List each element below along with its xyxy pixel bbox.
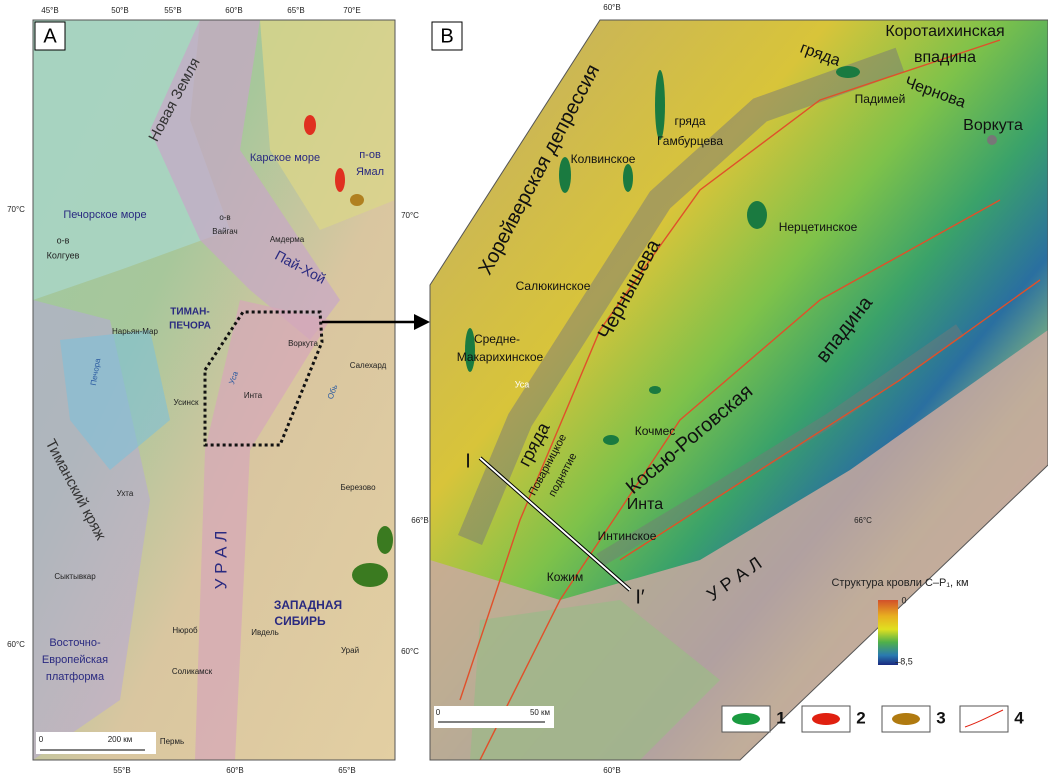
color-bar [878, 600, 898, 665]
place-label: Ивдель [251, 628, 279, 637]
place-label: Коротаихинская [885, 23, 1004, 40]
legend-title: Структура кровли C–P₁, км [831, 577, 968, 589]
legend-symbols [721, 705, 1009, 733]
place-label: Ямал [356, 166, 384, 178]
place-label: I′ [635, 586, 645, 608]
place-label: Колвинское [571, 152, 636, 166]
place-label: Амдерма [270, 235, 305, 244]
tick-label: 70°С [7, 205, 25, 214]
place-label: У Р А Л [211, 531, 230, 590]
tick-label: 50°В [111, 6, 128, 15]
place-label: Средне- [474, 332, 520, 346]
place-label: Интинское [598, 529, 657, 543]
place-label: Нерцетинское [779, 220, 858, 234]
place-label: Кочмес [635, 424, 676, 438]
tick-label: 66°В [411, 516, 428, 525]
legend-item: 4 [1014, 708, 1024, 727]
tick-label: 60°С [7, 640, 25, 649]
scale-label: 0 [436, 708, 441, 717]
tick-label: 55°В [164, 6, 181, 15]
panel-label: B [440, 25, 453, 47]
legend-max: 0 [901, 595, 906, 605]
tick-label: 60°В [225, 6, 242, 15]
place-label: Нарьян-Мар [112, 327, 158, 336]
place-label: ТИМАН- [170, 307, 209, 318]
panel-label: A [43, 25, 57, 47]
place-label: платформа [46, 671, 105, 683]
place-label: Инта [627, 496, 663, 513]
place-label: ПЕЧОРА [169, 321, 211, 332]
tick-label: 60°В [603, 766, 620, 775]
legend-item: 3 [936, 708, 945, 727]
place-label: Карское море [250, 152, 320, 164]
scale-label: 50 км [530, 708, 550, 717]
legend-item: 2 [856, 708, 865, 727]
tick-label: 65°В [338, 766, 355, 775]
tick-label: 60°С [401, 647, 419, 656]
scale-box [36, 732, 156, 754]
place-label: Урай [341, 646, 359, 655]
place-label: Макарихинское [457, 350, 544, 364]
place-label: Кожим [547, 570, 584, 584]
place-label: Инта [244, 391, 263, 400]
panel-a-frame [32, 19, 396, 761]
place-label: Европейская [42, 654, 108, 666]
tick-label: 66°С [854, 516, 872, 525]
place-label: Пермь [160, 737, 184, 746]
place-label: Уса [515, 379, 530, 389]
place-label: Усинск [174, 398, 199, 407]
panel-label-box [34, 21, 66, 51]
place-label: о-в [57, 235, 70, 245]
place-label: Уса [227, 370, 240, 386]
place-label: Воркута [963, 117, 1023, 134]
place-label: Ухта [117, 489, 134, 498]
place-label: Воркута [288, 339, 318, 348]
legend-item: 1 [776, 708, 785, 727]
place-label: Гамбурцева [657, 134, 723, 148]
panel-label-box [431, 21, 463, 51]
place-label: Салехард [350, 361, 387, 370]
place-label: Салюкинское [516, 279, 591, 293]
place-label: о-в [219, 213, 230, 222]
place-label: Вайгач [212, 227, 237, 236]
place-label: Падимей [855, 92, 906, 106]
place-label: впадина [914, 49, 976, 66]
place-label: п-ов [359, 149, 381, 161]
place-label: Восточно- [49, 637, 101, 649]
scale-label: 200 км [108, 735, 133, 744]
place-label: ЗАПАДНАЯ [274, 598, 342, 612]
panel-a-map [33, 20, 395, 760]
panel-b-frame [429, 19, 1048, 761]
place-label: гряда [674, 114, 705, 128]
place-label: Соликамск [172, 667, 213, 676]
place-label: Печорское море [63, 209, 146, 221]
place-label: I [465, 450, 471, 472]
tick-label: 60°В [226, 766, 243, 775]
tick-label: 60°В [603, 3, 620, 12]
tick-label: 55°В [113, 766, 130, 775]
place-label: Нюроб [172, 626, 198, 635]
legend-min: –8,5 [895, 656, 913, 666]
place-label: СИБИРЬ [274, 614, 326, 628]
arrow-head [414, 314, 430, 330]
scale-label: 0 [39, 735, 44, 744]
tick-label: 70°Е [343, 6, 360, 15]
tick-label: 45°В [41, 6, 58, 15]
place-label: Березово [340, 483, 376, 492]
place-label: Колгуев [47, 250, 80, 260]
tick-label: 65°В [287, 6, 304, 15]
place-label: Сыктывкар [54, 572, 96, 581]
tick-label: 70°С [401, 211, 419, 220]
